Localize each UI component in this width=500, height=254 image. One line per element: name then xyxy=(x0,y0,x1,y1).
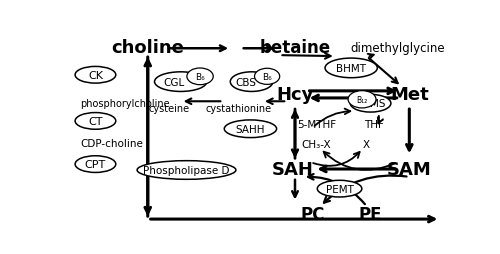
Text: BHMT: BHMT xyxy=(336,64,366,74)
Text: CT: CT xyxy=(88,116,102,126)
Text: THF: THF xyxy=(364,119,384,129)
Text: CPT: CPT xyxy=(85,160,106,169)
Text: B₁₂: B₁₂ xyxy=(356,96,368,104)
Text: X: X xyxy=(363,140,370,150)
Ellipse shape xyxy=(254,69,280,85)
Text: Hcy: Hcy xyxy=(276,86,314,104)
Ellipse shape xyxy=(224,120,276,138)
Ellipse shape xyxy=(75,67,116,84)
Text: SAM: SAM xyxy=(387,160,432,178)
Ellipse shape xyxy=(318,181,362,197)
Ellipse shape xyxy=(137,161,236,180)
Text: CH₃-X: CH₃-X xyxy=(302,140,331,150)
Ellipse shape xyxy=(187,69,213,85)
Text: SAHH: SAHH xyxy=(236,124,265,134)
Text: MS: MS xyxy=(370,99,386,109)
Text: cysteine: cysteine xyxy=(148,104,190,114)
Text: CBS: CBS xyxy=(236,77,256,87)
Text: choline: choline xyxy=(112,39,184,57)
Ellipse shape xyxy=(325,59,378,78)
Text: B₆: B₆ xyxy=(195,73,205,82)
Ellipse shape xyxy=(75,113,116,130)
Text: cystathionine: cystathionine xyxy=(206,104,272,114)
Ellipse shape xyxy=(350,95,391,113)
Text: Phospholipase D: Phospholipase D xyxy=(144,165,230,175)
Text: Met: Met xyxy=(390,86,428,104)
Ellipse shape xyxy=(348,91,376,108)
Text: CGL: CGL xyxy=(163,77,184,87)
Text: CDP-choline: CDP-choline xyxy=(80,139,143,149)
Ellipse shape xyxy=(230,73,273,92)
Text: PE: PE xyxy=(359,205,382,223)
Text: betaine: betaine xyxy=(260,39,330,57)
Text: PC: PC xyxy=(300,205,324,223)
Text: dimethylglycine: dimethylglycine xyxy=(350,42,445,55)
Text: 5-MTHF: 5-MTHF xyxy=(297,119,336,129)
Text: SAH: SAH xyxy=(272,160,314,178)
Text: CK: CK xyxy=(88,70,103,81)
Ellipse shape xyxy=(154,73,207,92)
Text: PEMT: PEMT xyxy=(326,184,353,194)
Text: B₆: B₆ xyxy=(262,73,272,82)
Ellipse shape xyxy=(75,156,116,173)
Text: phosphorylcholine: phosphorylcholine xyxy=(80,99,170,109)
